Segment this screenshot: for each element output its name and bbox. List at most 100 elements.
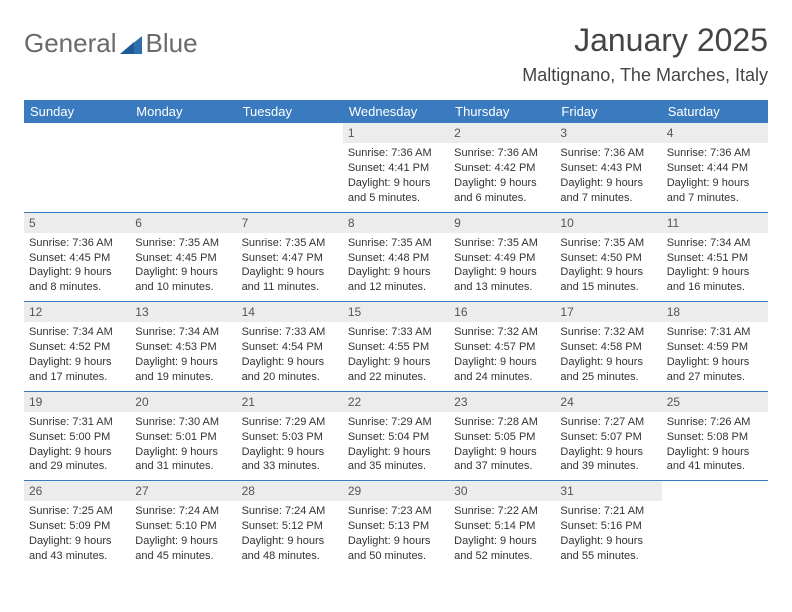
- day-detail-line: Sunrise: 7:36 AM: [667, 146, 763, 161]
- day-number: 16: [449, 302, 555, 322]
- day-number: 6: [130, 213, 236, 233]
- day-detail-line: Sunrise: 7:30 AM: [135, 415, 231, 430]
- day-detail-line: Sunrise: 7:35 AM: [560, 236, 656, 251]
- day-detail-line: and 39 minutes.: [560, 459, 656, 474]
- day-detail-line: Daylight: 9 hours: [242, 534, 338, 549]
- calendar-cell-empty: [24, 123, 130, 212]
- day-detail-line: Sunset: 5:12 PM: [242, 519, 338, 534]
- day-number: 19: [24, 392, 130, 412]
- day-details: Sunrise: 7:35 AMSunset: 4:49 PMDaylight:…: [449, 233, 555, 301]
- calendar-grid: SundayMondayTuesdayWednesdayThursdayFrid…: [24, 100, 768, 570]
- day-detail-line: Sunrise: 7:36 AM: [454, 146, 550, 161]
- day-detail-line: and 12 minutes.: [348, 280, 444, 295]
- day-number: 14: [237, 302, 343, 322]
- day-detail-line: Daylight: 9 hours: [29, 355, 125, 370]
- day-detail-line: Sunrise: 7:29 AM: [242, 415, 338, 430]
- day-detail-line: Daylight: 9 hours: [560, 445, 656, 460]
- day-details: Sunrise: 7:35 AMSunset: 4:48 PMDaylight:…: [343, 233, 449, 301]
- day-details: Sunrise: 7:35 AMSunset: 4:47 PMDaylight:…: [237, 233, 343, 301]
- day-detail-line: Daylight: 9 hours: [667, 355, 763, 370]
- day-detail-line: Sunrise: 7:33 AM: [242, 325, 338, 340]
- day-detail-line: Daylight: 9 hours: [242, 355, 338, 370]
- day-number: 8: [343, 213, 449, 233]
- calendar-cell: 14Sunrise: 7:33 AMSunset: 4:54 PMDayligh…: [237, 301, 343, 391]
- calendar-cell: 12Sunrise: 7:34 AMSunset: 4:52 PMDayligh…: [24, 301, 130, 391]
- day-detail-line: and 52 minutes.: [454, 549, 550, 564]
- day-detail-line: and 7 minutes.: [667, 191, 763, 206]
- day-details: Sunrise: 7:29 AMSunset: 5:04 PMDaylight:…: [343, 412, 449, 480]
- day-number: 4: [662, 123, 768, 143]
- day-number: 27: [130, 481, 236, 501]
- day-detail-line: Daylight: 9 hours: [348, 176, 444, 191]
- day-detail-line: Daylight: 9 hours: [454, 355, 550, 370]
- calendar-cell: 30Sunrise: 7:22 AMSunset: 5:14 PMDayligh…: [449, 480, 555, 570]
- day-detail-line: Sunset: 5:07 PM: [560, 430, 656, 445]
- day-number: 17: [555, 302, 661, 322]
- day-detail-line: and 5 minutes.: [348, 191, 444, 206]
- day-detail-line: and 11 minutes.: [242, 280, 338, 295]
- day-number: 1: [343, 123, 449, 143]
- day-detail-line: and 25 minutes.: [560, 370, 656, 385]
- day-detail-line: Daylight: 9 hours: [560, 265, 656, 280]
- day-detail-line: Sunrise: 7:34 AM: [135, 325, 231, 340]
- calendar-cell: 28 Sunrise: 7:24 AMSunset: 5:12 PMDayligh…: [237, 480, 343, 570]
- day-detail-line: Daylight: 9 hours: [454, 445, 550, 460]
- day-detail-line: Sunrise: 7:35 AM: [242, 236, 338, 251]
- calendar-cell: 29Sunrise: 7:23 AMSunset: 5:13 PMDayligh…: [343, 480, 449, 570]
- day-detail-line: and 41 minutes.: [667, 459, 763, 474]
- day-number: 12: [24, 302, 130, 322]
- day-detail-line: and 50 minutes.: [348, 549, 444, 564]
- day-detail-line: and 16 minutes.: [667, 280, 763, 295]
- day-detail-line: Sunset: 4:45 PM: [135, 251, 231, 266]
- calendar-cell: 23Sunrise: 7:28 AMSunset: 5:05 PMDayligh…: [449, 391, 555, 481]
- day-detail-line: Sunrise: 7:31 AM: [29, 415, 125, 430]
- day-detail-line: Daylight: 9 hours: [667, 176, 763, 191]
- day-number: 22: [343, 392, 449, 412]
- day-details: Sunrise: 7:24 AMSunset: 5:10 PMDaylight:…: [130, 501, 236, 569]
- day-detail-line: Sunrise: 7:24 AM: [242, 504, 338, 519]
- day-number: 18: [662, 302, 768, 322]
- calendar-cell: 31Sunrise: 7:21 AMSunset: 5:16 PMDayligh…: [555, 480, 661, 570]
- day-details: Sunrise: 7:28 AMSunset: 5:05 PMDaylight:…: [449, 412, 555, 480]
- day-number: 2: [449, 123, 555, 143]
- calendar-cell: 19Sunrise: 7:31 AMSunset: 5:00 PMDayligh…: [24, 391, 130, 481]
- day-detail-line: and 6 minutes.: [454, 191, 550, 206]
- day-detail-line: Sunrise: 7:32 AM: [454, 325, 550, 340]
- day-detail-line: and 20 minutes.: [242, 370, 338, 385]
- calendar-cell: 1Sunrise: 7:36 AMSunset: 4:41 PMDaylight…: [343, 123, 449, 212]
- day-detail-line: and 29 minutes.: [29, 459, 125, 474]
- header-row: General Blue January 2025 Maltignano, Th…: [24, 22, 768, 86]
- day-details: Sunrise: 7:27 AMSunset: 5:07 PMDaylight:…: [555, 412, 661, 480]
- day-detail-line: Sunset: 4:57 PM: [454, 340, 550, 355]
- day-details: Sunrise: 7:33 AMSunset: 4:54 PMDaylight:…: [237, 322, 343, 390]
- day-detail-line: and 48 minutes.: [242, 549, 338, 564]
- day-detail-line: and 10 minutes.: [135, 280, 231, 295]
- day-number: 28: [237, 481, 343, 501]
- calendar-cell: 3Sunrise: 7:36 AMSunset: 4:43 PMDaylight…: [555, 123, 661, 212]
- calendar-cell: 11Sunrise: 7:34 AMSunset: 4:51 PMDayligh…: [662, 212, 768, 302]
- day-number: 7: [237, 213, 343, 233]
- day-details: Sunrise: 7:36 AMSunset: 4:44 PMDaylight:…: [662, 143, 768, 211]
- day-detail-line: Sunset: 5:10 PM: [135, 519, 231, 534]
- day-detail-line: and 33 minutes.: [242, 459, 338, 474]
- weekday-header: Thursday: [449, 100, 555, 123]
- logo-triangle-icon: [120, 30, 142, 61]
- day-number: 21: [237, 392, 343, 412]
- day-detail-line: Daylight: 9 hours: [348, 355, 444, 370]
- day-detail-line: Sunset: 5:14 PM: [454, 519, 550, 534]
- day-detail-line: Daylight: 9 hours: [242, 445, 338, 460]
- day-detail-line: and 27 minutes.: [667, 370, 763, 385]
- day-detail-line: Sunset: 4:48 PM: [348, 251, 444, 266]
- day-number: 13: [130, 302, 236, 322]
- day-detail-line: Sunrise: 7:31 AM: [667, 325, 763, 340]
- day-detail-line: Sunset: 5:09 PM: [29, 519, 125, 534]
- day-detail-line: Sunset: 5:05 PM: [454, 430, 550, 445]
- day-detail-line: Sunset: 4:51 PM: [667, 251, 763, 266]
- day-details: Sunrise: 7:21 AMSunset: 5:16 PMDaylight:…: [555, 501, 661, 569]
- day-details: Sunrise: 7:25 AMSunset: 5:09 PMDaylight:…: [24, 501, 130, 569]
- day-detail-line: and 17 minutes.: [29, 370, 125, 385]
- day-detail-line: and 22 minutes.: [348, 370, 444, 385]
- day-number: 20: [130, 392, 236, 412]
- day-details: Sunrise: 7:26 AMSunset: 5:08 PMDaylight:…: [662, 412, 768, 480]
- day-detail-line: Sunset: 5:00 PM: [29, 430, 125, 445]
